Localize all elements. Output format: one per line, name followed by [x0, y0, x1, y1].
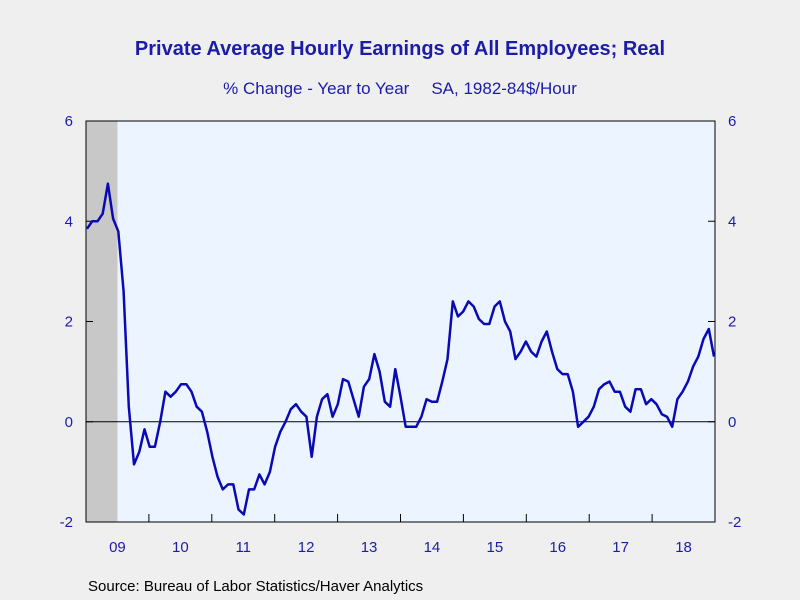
y-tick-label-right: 2 [728, 314, 736, 331]
x-tick-label: 10 [172, 539, 189, 556]
chart-subtitle: % Change - Year to Year SA, 1982-84$/Hour [0, 79, 800, 99]
x-tick-label: 11 [235, 539, 251, 556]
chart-title: Private Average Hourly Earnings of All E… [134, 38, 666, 60]
x-tick-label: 17 [612, 539, 629, 556]
y-tick-label-left: 4 [65, 213, 73, 230]
y-tick-label-left: 0 [65, 414, 73, 431]
y-tick-label-right: 0 [728, 414, 736, 431]
y-tick-label-left: 6 [65, 113, 73, 130]
plot-area [86, 121, 715, 522]
y-tick-label-left: 2 [65, 314, 73, 331]
x-tick-label: 16 [549, 539, 566, 556]
x-tick-label: 15 [487, 539, 504, 556]
x-tick-label: 12 [298, 539, 315, 556]
subtitle-units: SA, 1982-84$/Hour [431, 79, 577, 98]
x-tick-label: 13 [361, 539, 378, 556]
y-tick-label-left: -2 [60, 514, 73, 531]
source-note: Source: Bureau of Labor Statistics/Haver… [88, 578, 424, 595]
x-tick-label: 18 [675, 539, 692, 556]
y-tick-label-right: -2 [728, 514, 741, 531]
y-tick-label-right: 6 [728, 113, 736, 130]
series-line [85, 182, 716, 516]
x-tick-label: 09 [109, 539, 126, 556]
x-tick-label: 14 [424, 539, 441, 556]
y-tick-label-right: 4 [728, 213, 736, 230]
subtitle-measure: % Change - Year to Year [223, 79, 410, 98]
